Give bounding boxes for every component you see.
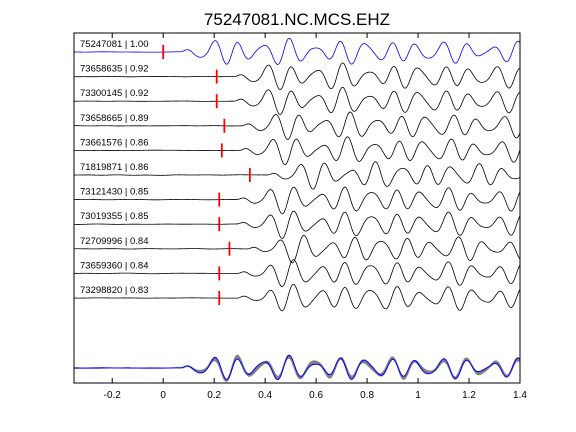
axes-frame xyxy=(73,32,521,384)
trace-73659360 xyxy=(73,259,521,288)
chart-title: 75247081.NC.MCS.EHZ xyxy=(204,10,390,29)
trace-73298820 xyxy=(74,283,521,312)
trace-labels-layer: 75247081 | 1.00 73658635 | 0.92 73300145 |… xyxy=(80,39,149,296)
stack-layer xyxy=(73,354,521,382)
x-tick-label: -0.2 xyxy=(104,390,122,401)
trace-73661576 xyxy=(73,136,521,166)
trace-73019355 xyxy=(74,210,521,239)
trace-73121430 xyxy=(73,186,521,215)
x-tick-label: 0 xyxy=(160,390,166,401)
x-tick-label: 1.4 xyxy=(513,390,527,401)
trace-75247081 xyxy=(73,38,521,65)
trace-71819871 xyxy=(74,161,521,190)
trace-label-75247081: 75247081 | 1.00 xyxy=(80,39,149,50)
trace-label-73019355: 73019355 | 0.85 xyxy=(80,211,149,222)
trace-label-73658635: 73658635 | 0.92 xyxy=(80,64,149,75)
picks-layer xyxy=(162,45,251,305)
traces-layer xyxy=(73,38,521,312)
x-tick-label: 0.4 xyxy=(258,390,272,401)
trace-label-73659360: 73659360 | 0.84 xyxy=(80,260,149,271)
x-axis: -0.2 0 0.2 0.4 0.6 0.8 1 1.2 1.4 xyxy=(104,33,527,401)
x-tick-label: 1.2 xyxy=(462,390,476,401)
trace-label-73658665: 73658665 | 0.89 xyxy=(80,113,149,124)
trace-label-72709996: 72709996 | 0.84 xyxy=(80,236,149,247)
trace-label-73661576: 73661576 | 0.86 xyxy=(80,137,149,148)
trace-label-73300145: 73300145 | 0.92 xyxy=(80,88,149,99)
trace-73658665 xyxy=(74,111,521,140)
trace-label-73121430: 73121430 | 0.85 xyxy=(80,187,149,198)
trace-73300145 xyxy=(74,86,521,115)
trace-73658635 xyxy=(73,62,521,90)
trace-label-73298820: 73298820 | 0.83 xyxy=(80,285,149,296)
x-tick-label: 0.8 xyxy=(360,390,374,401)
x-tick-label: 1 xyxy=(415,390,421,401)
x-tick-label: 0.2 xyxy=(207,390,221,401)
x-tick-label: 0.6 xyxy=(309,390,323,401)
trace-72709996 xyxy=(74,234,521,264)
trace-label-71819871: 71819871 | 0.86 xyxy=(80,162,149,173)
stack-trace-75247081 xyxy=(73,354,521,381)
